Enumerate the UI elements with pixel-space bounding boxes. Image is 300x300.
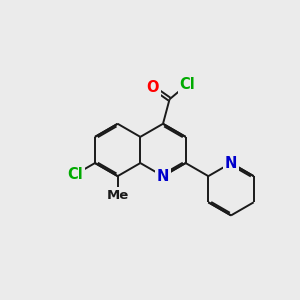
Text: O: O: [146, 80, 159, 95]
Text: Cl: Cl: [179, 77, 195, 92]
Text: Cl: Cl: [67, 167, 83, 182]
Text: Me: Me: [106, 189, 129, 202]
Text: N: N: [157, 169, 169, 184]
Text: N: N: [225, 155, 237, 170]
